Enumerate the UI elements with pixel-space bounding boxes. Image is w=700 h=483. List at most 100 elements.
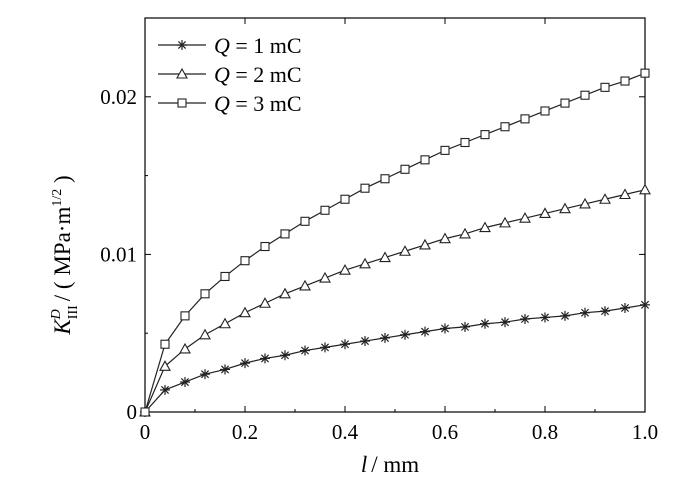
- data-point: [400, 164, 410, 174]
- y-tick-label: 0.02: [100, 85, 137, 109]
- series-1: [140, 299, 650, 417]
- legend-entry: Q = 2 mC: [158, 62, 302, 87]
- data-point: [380, 174, 390, 184]
- data-point: [559, 202, 571, 214]
- y-axis-label: KD III / ( MPa·m1/2 ): [49, 175, 81, 335]
- data-point: [179, 342, 191, 354]
- data-point: [280, 229, 290, 239]
- data-point: [160, 384, 170, 395]
- y-axis-unit: / ( MPa·m: [50, 207, 75, 302]
- x-tick-label: 1.0: [632, 420, 658, 444]
- data-point: [360, 336, 370, 347]
- series-line: [144, 189, 646, 413]
- legend-label: Q = 3 mC: [214, 91, 302, 116]
- data-point: [280, 350, 290, 361]
- legend-var: Q: [214, 33, 230, 58]
- data-point: [360, 183, 370, 193]
- data-point: [260, 241, 270, 252]
- x-axis-var: l: [361, 452, 367, 477]
- data-point: [260, 353, 270, 364]
- data-point: [420, 155, 430, 165]
- data-point: [180, 377, 190, 388]
- data-point: [499, 216, 511, 228]
- x-axis-unit: / mm: [371, 452, 419, 477]
- legend-marker: [177, 40, 187, 50]
- data-point: [440, 323, 450, 334]
- data-point: [539, 207, 551, 218]
- y-axis-unit-exp: 1/2: [50, 189, 65, 207]
- data-point: [480, 130, 490, 140]
- x-tick-label: 0.6: [432, 420, 458, 444]
- data-point: [200, 289, 210, 299]
- legend-var: Q: [214, 62, 230, 87]
- data-point: [620, 302, 630, 313]
- data-point: [420, 326, 430, 337]
- data-point: [320, 342, 330, 353]
- legend-marker: [177, 98, 187, 108]
- data-point: [619, 188, 631, 200]
- data-point: [259, 297, 271, 308]
- series-line: [144, 304, 646, 413]
- data-point: [199, 328, 211, 340]
- data-point: [500, 122, 510, 132]
- data-point: [540, 312, 550, 323]
- series-line: [144, 72, 646, 413]
- data-point: [339, 264, 351, 275]
- legend-entry: Q = 3 mC: [158, 91, 302, 116]
- data-point: [460, 321, 470, 332]
- data-point: [400, 329, 410, 340]
- data-point: [240, 358, 250, 369]
- legend-var: Q: [214, 91, 230, 116]
- legend-entry: Q = 1 mC: [158, 33, 302, 58]
- series-3: [140, 68, 650, 417]
- data-point: [300, 216, 310, 226]
- data-point: [200, 369, 210, 380]
- data-point: [439, 232, 451, 244]
- data-point: [640, 299, 650, 310]
- x-tick-label: 0.2: [232, 420, 258, 444]
- data-point: [639, 183, 651, 195]
- data-point: [520, 314, 530, 325]
- data-point: [159, 360, 171, 371]
- data-point: [300, 345, 310, 356]
- x-axis-label: l / mm: [361, 452, 419, 477]
- data-point: [219, 317, 231, 329]
- data-point: [440, 145, 450, 155]
- data-point: [319, 271, 331, 283]
- data-point: [380, 332, 390, 343]
- data-point: [399, 245, 411, 256]
- legend-label: Q = 2 mC: [214, 62, 302, 87]
- y-axis-main: K: [50, 318, 75, 336]
- series-2: [139, 183, 651, 417]
- data-point: [479, 221, 491, 233]
- data-point: [340, 194, 350, 204]
- data-point: [299, 279, 311, 291]
- data-point: [239, 306, 251, 318]
- y-axis-sub: III: [66, 305, 81, 319]
- data-point: [180, 311, 190, 321]
- y-axis-unit-close: ): [50, 175, 75, 188]
- data-point: [620, 76, 630, 86]
- data-point: [500, 317, 510, 328]
- data-point: [600, 306, 610, 317]
- data-point: [220, 271, 230, 282]
- data-point: [520, 114, 530, 124]
- legend-rest: = 3 mC: [230, 91, 302, 116]
- data-point: [359, 257, 371, 269]
- data-point: [599, 193, 611, 204]
- legend-rest: = 2 mC: [230, 62, 302, 87]
- data-point: [600, 82, 610, 92]
- data-point: [460, 137, 470, 148]
- data-point: [540, 106, 550, 116]
- x-tick-label: 0: [140, 420, 151, 444]
- data-point: [220, 364, 230, 375]
- x-tick-label: 0.4: [332, 420, 359, 444]
- data-point: [160, 339, 170, 349]
- data-point: [279, 287, 291, 299]
- x-tick-label: 0.8: [532, 420, 558, 444]
- data-point: [560, 310, 570, 321]
- data-point: [459, 227, 471, 239]
- data-point: [379, 251, 391, 263]
- data-point: [640, 68, 650, 78]
